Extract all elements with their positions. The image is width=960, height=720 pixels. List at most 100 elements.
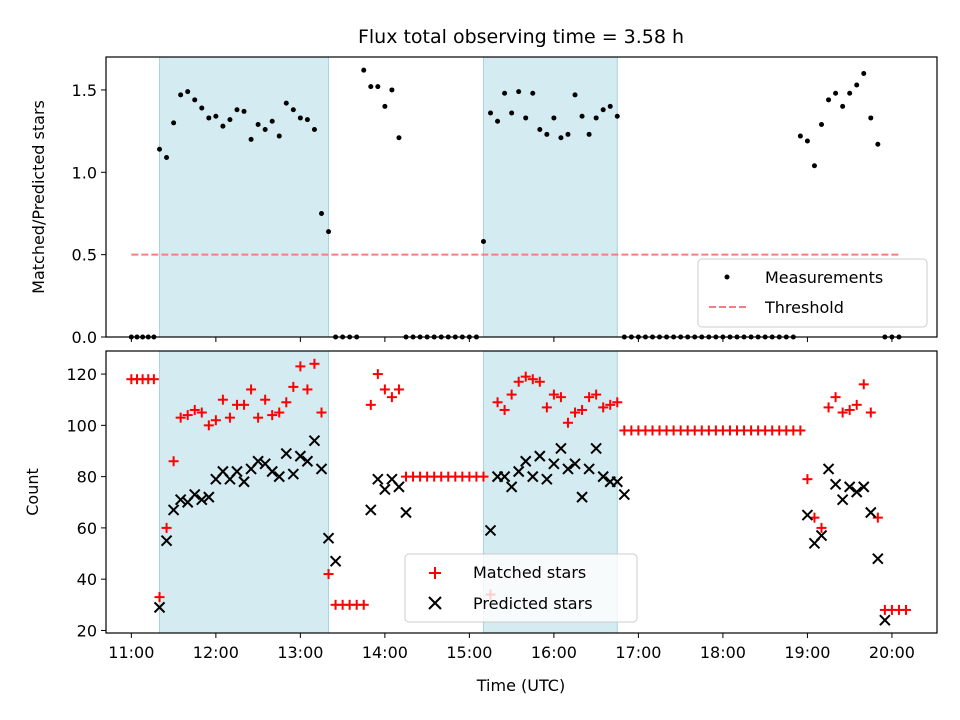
predicted-star-point [527,470,539,483]
predicted-star-point [189,488,201,501]
measurement-point [544,131,550,137]
measurement-point [797,133,803,139]
predicted-star-point [287,468,300,480]
shaded-interval-1 [159,350,330,634]
measurement-point [311,126,317,132]
measurement-point [819,122,825,128]
matched-star-point [548,389,559,400]
predicted-star-point [266,465,278,478]
measurement-point [283,100,289,106]
measurement-point [804,138,810,144]
x-tick-label: 11:00 [108,643,154,662]
matched-star-point [492,397,503,408]
matched-star-point [148,374,159,385]
legend-measurements-marker [724,274,730,280]
predicted-star-point [322,532,335,544]
measurement-point [488,110,494,116]
measurement-point [833,90,839,96]
predicted-star-point [597,470,609,483]
measurement-point [269,118,275,124]
predicted-star-point [365,504,377,516]
bottom-y-ticks: 20 40 60 80 100 120 [66,365,106,640]
predicted-star-point [576,491,588,503]
measurement-point [840,103,846,109]
matched-star-point [182,410,193,421]
predicted-star-point [238,476,250,488]
measurement-point [875,141,881,147]
predicted-star-point [569,458,581,470]
matched-star-point [372,369,383,380]
predicted-star-point [562,463,574,475]
measurement-point [157,146,163,152]
predicted-star-point [590,442,602,455]
matched-star-point [865,407,876,418]
y-tick-label: 0.5 [72,246,97,265]
matched-star-point [901,604,912,615]
predicted-star-point [273,470,285,483]
matched-star-point [267,410,278,421]
matched-star-point [570,407,581,418]
predicted-star-point [393,481,405,493]
matched-star-point [288,381,299,392]
predicted-star-point [843,481,856,493]
measurement-point [227,117,233,123]
measurement-points [128,67,902,340]
y-tick-label: 20 [77,621,97,640]
measurement-point [318,210,324,216]
measurement-point [396,135,402,141]
measurement-point [614,113,620,119]
matched-star-point [239,399,250,410]
matched-star-point [802,474,813,485]
bottom-y-axis-label: Count [23,468,42,516]
measurement-point [234,107,240,113]
predicted-star-point [505,481,518,493]
predicted-star-point [829,478,842,491]
measurement-point [861,70,867,76]
predicted-star-point [879,614,891,626]
measurement-point [389,87,395,93]
bottom-axes-frame [105,350,938,634]
predicted-star-point [815,529,828,542]
measurement-point [185,89,191,95]
top-y-axis-label: Matched/Predicted stars [29,100,48,294]
predicted-stars-points [153,435,891,626]
matched-star-point [506,389,517,400]
predicted-star-point [400,506,412,519]
predicted-star-point [520,455,532,467]
predicted-star-point [153,601,166,614]
shaded-interval-1 [159,56,330,338]
matched-star-point [577,404,588,415]
predicted-star-point [308,435,321,447]
predicted-star-point [858,481,870,493]
measurement-point [326,229,332,235]
matched-star-point [562,417,573,428]
top-y-ticks: 0.0 0.5 1.0 1.5 [72,81,106,347]
matched-star-point [844,404,855,415]
predicted-star-point [801,509,814,521]
measurement-point [523,115,529,121]
matched-star-point [520,371,531,382]
predicted-star-point [372,473,384,485]
y-tick-label: 100 [66,416,97,435]
measurement-point [537,126,543,132]
y-tick-label: 80 [77,468,97,487]
measurement-point [255,122,261,128]
measurement-point [516,89,522,95]
panel-counts: 11:00 12:00 13:00 14:00 15:00 16:00 17:00 18:00… [23,350,938,695]
x-tick-label: 18:00 [700,643,746,662]
measurement-point [551,115,557,121]
top-x-ticks [130,337,893,342]
measurement-point [607,103,613,109]
matched-star-point [386,392,397,403]
matched-star-point [365,399,376,410]
predicted-star-point [836,493,849,506]
matched-star-point [605,399,616,410]
legend-matched-label: Matched stars [473,563,586,582]
matched-stars-points [126,358,912,615]
x-tick-label: 15:00 [446,643,492,662]
measurement-point [811,163,817,169]
matched-star-point [274,407,285,418]
matched-star-point [816,522,827,533]
measurement-point [248,136,254,142]
